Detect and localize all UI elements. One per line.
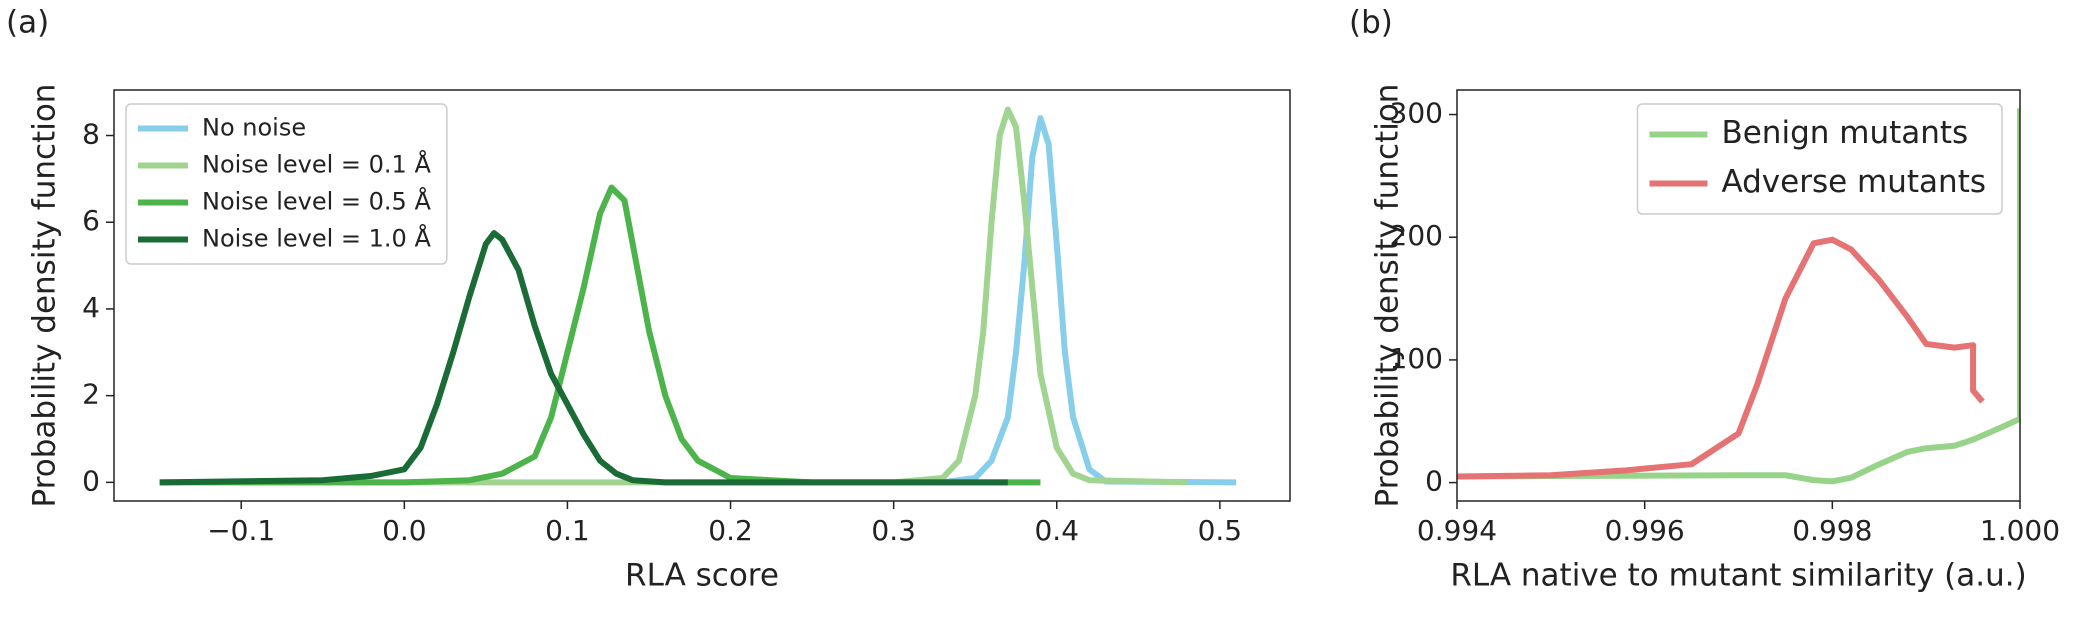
x-axis-title: RLA native to mutant similarity (a.u.) — [1450, 558, 2026, 594]
legend-label: Noise level = 0.5 Å — [202, 187, 431, 216]
legend-box — [1636, 103, 2003, 215]
y-tick-label: 0 — [82, 464, 100, 497]
y-axis-title: Probability density function — [27, 84, 63, 508]
plot-frame — [1456, 89, 2021, 502]
legend-label: Adverse mutants — [1721, 164, 1986, 200]
series-line — [1457, 108, 2020, 485]
y-tick-label: 4 — [82, 291, 100, 324]
legend-label: No noise — [202, 114, 306, 142]
y-tick-label: 8 — [82, 118, 100, 151]
legend: No noise Noise level = 0.1 Å Noise level =… — [125, 103, 448, 265]
legend-label: Noise level = 0.1 Å — [202, 150, 431, 179]
panel-label: (a) — [6, 5, 49, 41]
legend-label: Benign mutants — [1721, 115, 1968, 151]
y-axis-title: Probability density function — [1370, 84, 1406, 508]
y-tick-label: 200 — [1390, 219, 1443, 252]
x-tick-label: 0.5 — [1198, 514, 1243, 547]
series-line — [241, 106, 1188, 486]
x-tick-label: 1.000 — [1980, 514, 2060, 547]
x-tick-label: 0.994 — [1417, 514, 1497, 547]
y-tick-label: 100 — [1390, 342, 1443, 375]
series-line — [159, 230, 1008, 486]
series-line — [942, 115, 1237, 486]
x-tick-label: 0.996 — [1605, 514, 1685, 547]
x-tick-label: 0.4 — [1034, 514, 1079, 547]
x-tick-label: 0.0 — [382, 514, 427, 547]
x-tick-label: −0.1 — [207, 514, 275, 547]
x-tick-label: 0.3 — [871, 514, 916, 547]
x-tick-label: 0.2 — [708, 514, 753, 547]
x-tick-label: 0.1 — [545, 514, 590, 547]
panel-label: (b) — [1349, 5, 1393, 41]
y-tick-label: 0 — [1425, 465, 1443, 498]
series-line — [159, 184, 1041, 486]
legend-label: Noise level = 1.0 Å — [202, 224, 431, 253]
legend-box — [125, 103, 448, 265]
plot-frame — [113, 89, 1291, 502]
x-axis-title: RLA score — [625, 558, 779, 594]
y-tick-label: 2 — [82, 378, 100, 411]
legend: Benign mutants Adverse mutants — [1636, 103, 2003, 215]
x-tick-label: 0.998 — [1792, 514, 1872, 547]
y-tick-label: 300 — [1390, 97, 1443, 130]
series-line — [1457, 236, 1985, 480]
y-tick-label: 6 — [82, 204, 100, 237]
